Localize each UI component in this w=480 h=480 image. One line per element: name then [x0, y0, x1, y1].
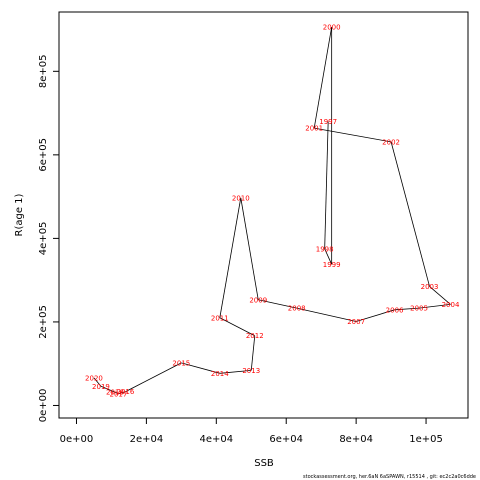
series-segment-2017-2018 — [114, 391, 119, 395]
series-segment-2012-2013 — [250, 335, 256, 371]
series-segment-2016-2017 — [118, 391, 126, 395]
y-tick-label: 4e+05 — [38, 222, 49, 256]
series-segment-2019-2020 — [93, 377, 102, 387]
point-label-2018: 2018 — [106, 389, 124, 397]
series-segment-2015-2016 — [125, 362, 182, 393]
series-segment-1998-1999 — [324, 248, 333, 265]
point-label-2007: 2007 — [347, 318, 365, 326]
point-label-group: 1997 1998 1999 2000 2001 2002 2003 2004 2005 2006… — [85, 24, 460, 399]
series-segment-2013-2014 — [219, 369, 252, 374]
y-tick-label: 8e+05 — [38, 55, 49, 89]
series-segment-2018-2019 — [100, 385, 116, 393]
point-label-2008: 2008 — [288, 305, 306, 313]
series-segment-2003-2004 — [429, 286, 451, 305]
point-label-2000: 2000 — [323, 24, 341, 32]
x-tick-label: 1e+05 — [409, 434, 443, 445]
series-segment-2007-2008 — [296, 307, 357, 322]
series-segment-2004-2005 — [419, 303, 451, 309]
y-axis: 0e+00 2e+05 4e+05 6e+05 8e+05 — [38, 55, 60, 423]
footer-credit: stockassessment.org, her.6aN 6aSPAWN, r1… — [303, 474, 476, 480]
series-segment-2011-2012 — [219, 317, 255, 337]
point-label-2019: 2019 — [92, 383, 110, 391]
point-label-2015: 2015 — [172, 359, 190, 367]
point-label-2016: 2016 — [117, 388, 135, 396]
point-label-2013: 2013 — [242, 367, 260, 375]
point-label-2020: 2020 — [85, 374, 103, 382]
y-tick-label: 6e+05 — [38, 138, 49, 172]
series-segment-2010-2011 — [219, 197, 242, 318]
x-tick-label: 0e+00 — [60, 434, 94, 445]
series-segment-2008-2009 — [258, 299, 297, 309]
point-label-2010: 2010 — [232, 194, 250, 202]
point-label-2017: 2017 — [110, 390, 128, 398]
series-segment-2005-2006 — [394, 307, 420, 311]
series-segment-2002-2003 — [390, 141, 430, 287]
series-segment-2006-2007 — [356, 309, 395, 322]
series-segment-2014-2015 — [181, 362, 220, 374]
x-tick-label: 4e+04 — [199, 434, 233, 445]
x-tick-label: 6e+04 — [269, 434, 303, 445]
point-label-2012: 2012 — [246, 332, 264, 340]
y-tick-label: 0e+00 — [38, 389, 49, 423]
point-label-2009: 2009 — [249, 296, 267, 304]
series-segment-1997-1998 — [324, 121, 329, 249]
point-label-1998: 1998 — [316, 245, 334, 253]
series-segment-2000-2001 — [313, 26, 333, 129]
x-tick-label: 2e+04 — [130, 434, 164, 445]
point-label-2011: 2011 — [211, 314, 229, 322]
point-label-2005: 2005 — [410, 305, 428, 313]
point-label-2001: 2001 — [305, 125, 323, 133]
point-label-2014: 2014 — [211, 370, 229, 378]
series-line-group — [93, 26, 451, 395]
point-label-2006: 2006 — [386, 306, 404, 314]
x-axis: 0e+00 2e+04 4e+04 6e+04 8e+04 1e+05 — [60, 417, 443, 445]
y-tick-label: 2e+05 — [38, 305, 49, 339]
point-label-1997: 1997 — [319, 118, 337, 126]
series-segment-2009-2010 — [240, 197, 259, 300]
point-label-2003: 2003 — [421, 283, 439, 291]
y-axis-title: R(age 1) — [14, 193, 25, 236]
point-label-2004: 2004 — [442, 301, 460, 309]
series-segment-2001-2002 — [314, 127, 392, 143]
point-label-2002: 2002 — [382, 138, 400, 146]
point-label-1999: 1999 — [323, 261, 341, 269]
x-tick-label: 8e+04 — [339, 434, 373, 445]
x-axis-title: SSB — [254, 458, 274, 469]
